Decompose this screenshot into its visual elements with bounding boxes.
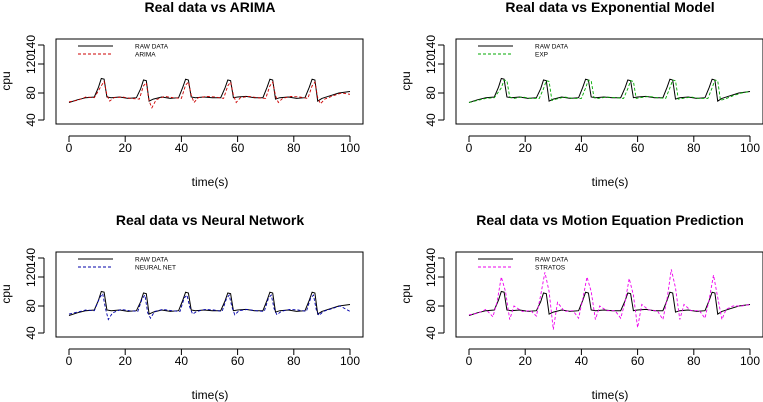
series-line-neural-net	[68, 292, 351, 321]
chart-panel-motion-equation: Real data vs Motion Equation Prediction …	[399, 212, 763, 402]
x-tick-label: 60	[631, 141, 645, 155]
x-axis-label: time(s)	[192, 175, 229, 189]
x-tick-label: 100	[340, 354, 360, 368]
legend-label: STRATOS	[535, 264, 566, 271]
chart-panel-exponential: Real data vs Exponential Model RAW DATAE…	[399, 0, 763, 189]
legend-label: RAW DATA	[135, 43, 169, 50]
y-tick-label: 40	[424, 326, 438, 340]
x-tick-label: 40	[575, 354, 589, 368]
legend-label: RAW DATA	[535, 256, 569, 263]
x-tick-label: 20	[519, 141, 533, 155]
plot-frame	[55, 38, 364, 125]
y-tick-label: 140	[424, 35, 438, 55]
y-axis-label: cpu	[399, 284, 413, 303]
y-tick-label: 120	[24, 54, 38, 74]
series-line-raw-data	[468, 290, 751, 316]
x-tick-label: 0	[466, 141, 473, 155]
y-tick-label: 120	[24, 267, 38, 287]
x-tick-label: 80	[287, 141, 301, 155]
series-line-arima	[68, 80, 351, 109]
legend-label: RAW DATA	[535, 43, 569, 50]
chart-title: Real data vs Exponential Model	[505, 0, 714, 15]
series-line-raw-data	[68, 77, 351, 103]
chart-panel-neural-network: Real data vs Neural Network RAW DATANEUR…	[0, 212, 364, 402]
chart-title: Real data vs Neural Network	[116, 212, 305, 228]
legend-label: RAW DATA	[135, 256, 169, 263]
y-axis-label: cpu	[399, 71, 413, 90]
x-tick-label: 20	[519, 354, 533, 368]
x-tick-label: 0	[66, 354, 73, 368]
y-axis-label: cpu	[0, 71, 13, 90]
y-tick-label: 40	[24, 113, 38, 127]
y-tick-label: 120	[424, 54, 438, 74]
x-tick-label: 60	[631, 354, 645, 368]
x-tick-label: 80	[687, 354, 701, 368]
plot-frame	[455, 38, 763, 125]
chart-title: Real data vs ARIMA	[145, 0, 276, 15]
y-tick-label: 140	[24, 35, 38, 55]
legend-label: NEURAL NET	[135, 264, 176, 271]
x-axis-label: time(s)	[592, 388, 629, 402]
x-tick-label: 40	[175, 354, 189, 368]
x-axis-label: time(s)	[192, 388, 229, 402]
x-tick-label: 20	[119, 141, 133, 155]
x-tick-label: 40	[175, 141, 189, 155]
chart-title: Real data vs Motion Equation Prediction	[476, 212, 744, 228]
plot-frame	[455, 251, 763, 338]
x-tick-label: 40	[575, 141, 589, 155]
series-line-raw-data	[68, 290, 351, 316]
y-tick-label: 40	[24, 326, 38, 340]
y-axis-label: cpu	[0, 284, 13, 303]
y-tick-label: 80	[24, 86, 38, 100]
series-line-stratos	[468, 269, 751, 330]
plot-frame	[55, 251, 364, 338]
x-tick-label: 20	[119, 354, 133, 368]
x-tick-label: 0	[66, 141, 73, 155]
legend-label: EXP	[535, 51, 548, 58]
x-tick-label: 100	[340, 141, 360, 155]
y-tick-label: 80	[24, 299, 38, 313]
y-tick-label: 80	[424, 299, 438, 313]
legend-label: ARIMA	[135, 51, 156, 58]
x-tick-label: 0	[466, 354, 473, 368]
y-tick-label: 120	[424, 267, 438, 287]
y-tick-label: 40	[424, 113, 438, 127]
x-tick-label: 100	[740, 141, 760, 155]
x-tick-label: 100	[740, 354, 760, 368]
y-tick-label: 140	[424, 248, 438, 268]
series-line-raw-data	[468, 77, 751, 103]
x-tick-label: 80	[287, 354, 301, 368]
x-tick-label: 80	[687, 141, 701, 155]
x-axis-label: time(s)	[592, 175, 629, 189]
y-tick-label: 140	[24, 248, 38, 268]
x-tick-label: 60	[231, 354, 245, 368]
x-tick-label: 60	[231, 141, 245, 155]
series-line-exp	[468, 79, 751, 103]
y-tick-label: 80	[424, 86, 438, 100]
